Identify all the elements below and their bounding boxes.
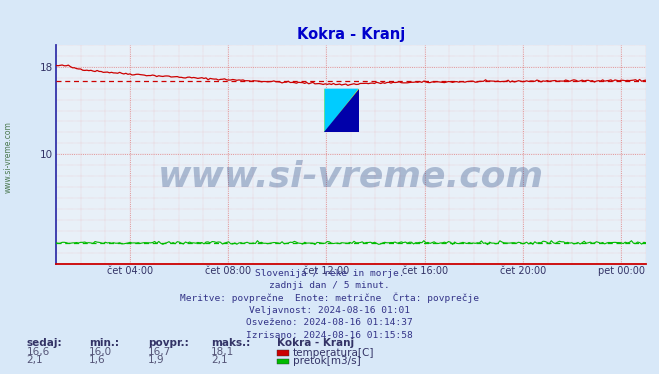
Polygon shape bbox=[324, 89, 358, 132]
Text: 2,1: 2,1 bbox=[211, 355, 227, 365]
Text: zadnji dan / 5 minut.: zadnji dan / 5 minut. bbox=[269, 281, 390, 290]
Text: Izrisano: 2024-08-16 01:15:58: Izrisano: 2024-08-16 01:15:58 bbox=[246, 331, 413, 340]
Bar bbox=[324, 89, 358, 132]
Text: 16,0: 16,0 bbox=[89, 347, 112, 356]
Text: temperatura[C]: temperatura[C] bbox=[293, 348, 374, 358]
Text: povpr.:: povpr.: bbox=[148, 338, 189, 348]
Text: 1,9: 1,9 bbox=[148, 355, 165, 365]
Text: Osveženo: 2024-08-16 01:14:37: Osveženo: 2024-08-16 01:14:37 bbox=[246, 318, 413, 327]
Text: 18,1: 18,1 bbox=[211, 347, 234, 356]
Text: pretok[m3/s]: pretok[m3/s] bbox=[293, 356, 360, 366]
Title: Kokra - Kranj: Kokra - Kranj bbox=[297, 27, 405, 42]
Text: 16,7: 16,7 bbox=[148, 347, 171, 356]
Text: www.si-vreme.com: www.si-vreme.com bbox=[158, 159, 544, 193]
Text: min.:: min.: bbox=[89, 338, 119, 348]
Text: Kokra - Kranj: Kokra - Kranj bbox=[277, 338, 354, 348]
Text: maks.:: maks.: bbox=[211, 338, 250, 348]
Text: sedaj:: sedaj: bbox=[26, 338, 62, 348]
Text: Slovenija / reke in morje.: Slovenija / reke in morje. bbox=[255, 269, 404, 278]
Polygon shape bbox=[324, 89, 358, 132]
Text: 1,6: 1,6 bbox=[89, 355, 105, 365]
Text: 2,1: 2,1 bbox=[26, 355, 43, 365]
Text: Meritve: povprečne  Enote: metrične  Črta: povprečje: Meritve: povprečne Enote: metrične Črta:… bbox=[180, 292, 479, 303]
Text: www.si-vreme.com: www.si-vreme.com bbox=[3, 121, 13, 193]
Text: 16,6: 16,6 bbox=[26, 347, 49, 356]
Text: Veljavnost: 2024-08-16 01:01: Veljavnost: 2024-08-16 01:01 bbox=[249, 306, 410, 315]
